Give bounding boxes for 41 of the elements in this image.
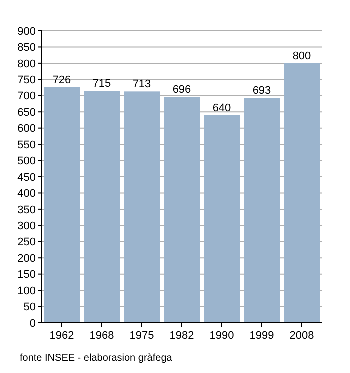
- bar: [164, 97, 200, 323]
- data-label: 693: [252, 85, 272, 98]
- y-tick-label: 50: [24, 302, 36, 314]
- y-tick-label: 150: [18, 269, 36, 282]
- y-tick-label: 550: [18, 139, 36, 152]
- y-tick-label: 800: [18, 58, 36, 70]
- x-tick-label: 2008: [290, 330, 314, 342]
- y-tick-label: 200: [18, 252, 36, 265]
- x-tick-label: 1999: [250, 330, 274, 342]
- y-tick-label: 600: [18, 123, 36, 136]
- data-label: 640: [212, 102, 232, 114]
- x-tick-label: 1975: [130, 330, 154, 342]
- source-note: fonte INSEE - elaborasion gràfega: [20, 353, 173, 364]
- y-tick-label: 300: [18, 220, 36, 233]
- x-tick-label: 1962: [50, 330, 74, 342]
- x-tick-label: 1990: [210, 330, 234, 342]
- bar: [204, 115, 240, 323]
- x-tick-label: 1968: [90, 330, 114, 342]
- y-tick-label: 500: [18, 156, 36, 168]
- y-tick-label: 250: [18, 236, 36, 249]
- bar: [244, 98, 280, 323]
- bar: [44, 87, 80, 323]
- data-label: 715: [92, 78, 112, 90]
- bar: [284, 63, 320, 323]
- y-tick-label: 900: [18, 26, 36, 38]
- bar: [124, 92, 160, 323]
- data-label: 696: [172, 84, 192, 96]
- y-tick-label: 0: [30, 318, 36, 330]
- y-tick-label: 700: [18, 90, 36, 103]
- data-label: 713: [132, 78, 152, 91]
- y-tick-label: 850: [18, 42, 36, 54]
- x-tick-label: 1982: [170, 330, 194, 342]
- bar: [84, 91, 120, 323]
- y-tick-label: 650: [18, 106, 36, 119]
- y-tick-label: 400: [18, 188, 36, 200]
- y-tick-label: 100: [18, 285, 36, 298]
- data-label: 800: [292, 50, 312, 62]
- y-tick-label: 750: [18, 74, 36, 87]
- data-label: 726: [52, 74, 72, 86]
- y-tick-label: 350: [18, 204, 36, 216]
- y-tick-label: 450: [18, 172, 36, 184]
